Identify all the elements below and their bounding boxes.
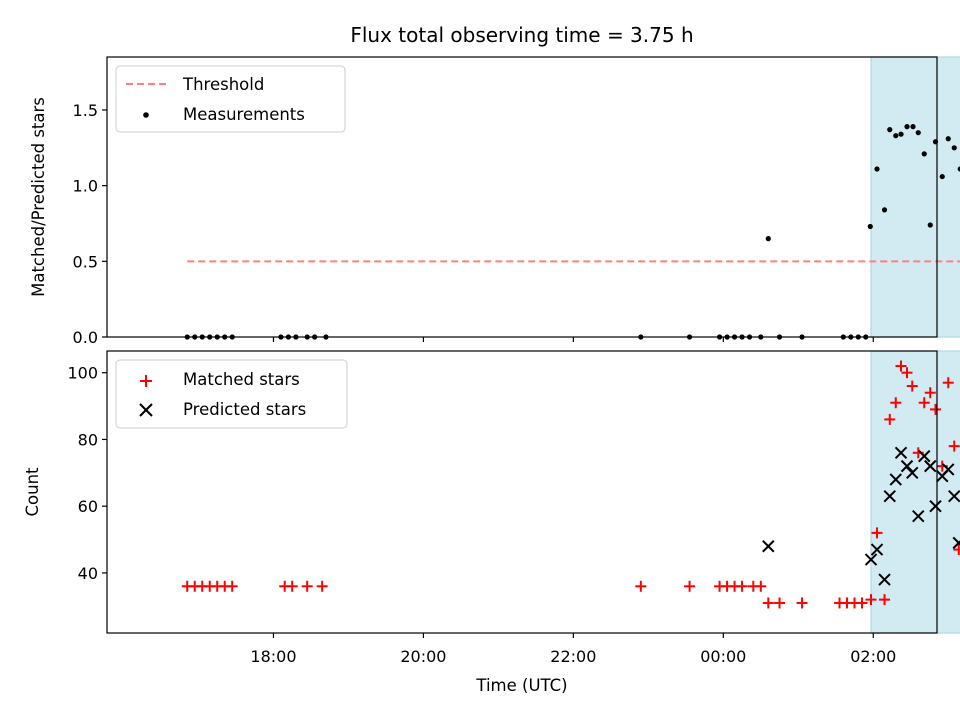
predicted-star-marker [942, 463, 955, 476]
legend-measurements-swatch [143, 112, 149, 118]
measurement-point [945, 136, 951, 142]
predicted-star-marker [878, 573, 891, 586]
top-axes-frame [106, 56, 938, 338]
y-tick-label: 1.0 [73, 177, 98, 196]
y-tick-label: 0.5 [73, 252, 98, 271]
matched-star-marker [884, 413, 896, 425]
matched-star-marker [901, 367, 913, 379]
matched-stars-markers [181, 360, 960, 609]
matched-star-marker [286, 580, 298, 592]
bottom-legend: Matched stars Predicted stars [115, 359, 348, 429]
measurement-point [887, 127, 893, 133]
chart-title: Flux total observing time = 3.75 h [350, 23, 693, 47]
bottom-y-ticks: 40 60 80 100 [67, 364, 107, 583]
top-legend: Threshold Measurements [115, 65, 346, 133]
top-shaded-intervals [870, 56, 960, 338]
y-tick-label: 100 [67, 364, 98, 383]
legend-threshold-label: Threshold [182, 75, 264, 94]
measurement-point [957, 166, 960, 172]
matched-star-marker [890, 397, 902, 409]
measurement-point [939, 173, 945, 180]
x-axis-label: Time (UTC) [475, 676, 567, 695]
x-tick-label: 18:00 [250, 647, 296, 666]
measurement-point [867, 223, 873, 230]
predicted-star-marker [906, 466, 919, 480]
y-tick-label: 0.0 [73, 328, 98, 347]
y-tick-label: 80 [78, 430, 98, 449]
measurement-point [951, 145, 957, 151]
measurement-point [904, 124, 910, 130]
matched-star-marker [948, 440, 960, 452]
legend-predicted-swatch [139, 403, 153, 417]
predicted-star-marker [889, 473, 902, 486]
matched-star-marker [942, 377, 954, 389]
matched-star-marker [226, 580, 238, 592]
matched-star-marker [871, 527, 883, 539]
measurement-point [881, 207, 888, 213]
predicted-star-marker [924, 459, 937, 473]
matched-star-marker [755, 580, 767, 592]
bottom-axes-frame [106, 350, 938, 634]
matched-star-marker [879, 594, 891, 606]
legend-predicted-label: Predicted stars [183, 400, 306, 419]
matched-star-marker [796, 597, 808, 609]
predicted-star-marker [952, 536, 960, 550]
legend-matched-label: Matched stars [183, 370, 300, 389]
matched-star-marker [924, 387, 936, 399]
measurement-point [927, 222, 933, 228]
predicted-star-marker [864, 553, 878, 566]
legend-matched-swatch [140, 375, 152, 387]
legend-measurements-label: Measurements [183, 105, 305, 124]
predicted-star-marker [948, 489, 960, 503]
matched-star-marker [762, 597, 774, 609]
predicted-star-marker [883, 489, 896, 503]
predicted-star-marker [894, 446, 908, 459]
measurement-point [915, 130, 921, 136]
predicted-star-marker [918, 449, 931, 463]
top-y-ticks: 0.0 0.5 1.0 1.5 [73, 101, 107, 347]
matched-star-marker [918, 397, 930, 409]
matched-star-marker [953, 544, 960, 556]
y-tick-label: 40 [78, 564, 98, 583]
y-tick-label: 1.5 [73, 101, 98, 120]
predicted-star-marker [929, 499, 942, 513]
x-tick-label: 22:00 [550, 647, 596, 666]
matched-star-marker [906, 380, 918, 392]
y-tick-label: 60 [78, 497, 98, 516]
bottom-legend-box [115, 359, 348, 429]
measurement-point [893, 133, 899, 139]
measurement-point [765, 236, 771, 242]
measurement-point [910, 124, 916, 130]
matched-star-marker [865, 594, 877, 606]
top-x-ticks [272, 337, 874, 342]
x-tick-label: 20:00 [400, 647, 446, 666]
measurement-point [874, 166, 880, 172]
top-y-axis-label: Matched/Predicted stars [29, 97, 48, 297]
predicted-star-marker [870, 543, 884, 556]
matched-star-marker [301, 580, 313, 592]
measurement-point [921, 151, 927, 157]
top-legend-box [115, 65, 346, 133]
bottom-y-axis-label: Count [23, 467, 42, 517]
shaded-interval [870, 56, 960, 338]
x-tick-label: 02:00 [850, 647, 896, 666]
measurement-point [898, 131, 904, 137]
predicted-star-marker [912, 509, 925, 523]
matched-star-marker [774, 597, 786, 609]
matched-star-marker [635, 580, 647, 592]
predicted-stars-markers [762, 446, 960, 586]
predicted-star-marker [762, 540, 775, 553]
matched-star-marker [856, 597, 868, 609]
matched-star-marker [684, 580, 696, 592]
matched-star-marker [736, 580, 748, 592]
top-panel: 0.0 0.5 1.0 1.5 Matched/Predicted stars Thr… [29, 56, 960, 347]
x-tick-label: 00:00 [700, 647, 746, 666]
matched-star-marker [930, 403, 942, 415]
predicted-star-marker [900, 459, 914, 473]
matched-star-marker [316, 580, 328, 592]
matched-star-marker [895, 360, 907, 372]
